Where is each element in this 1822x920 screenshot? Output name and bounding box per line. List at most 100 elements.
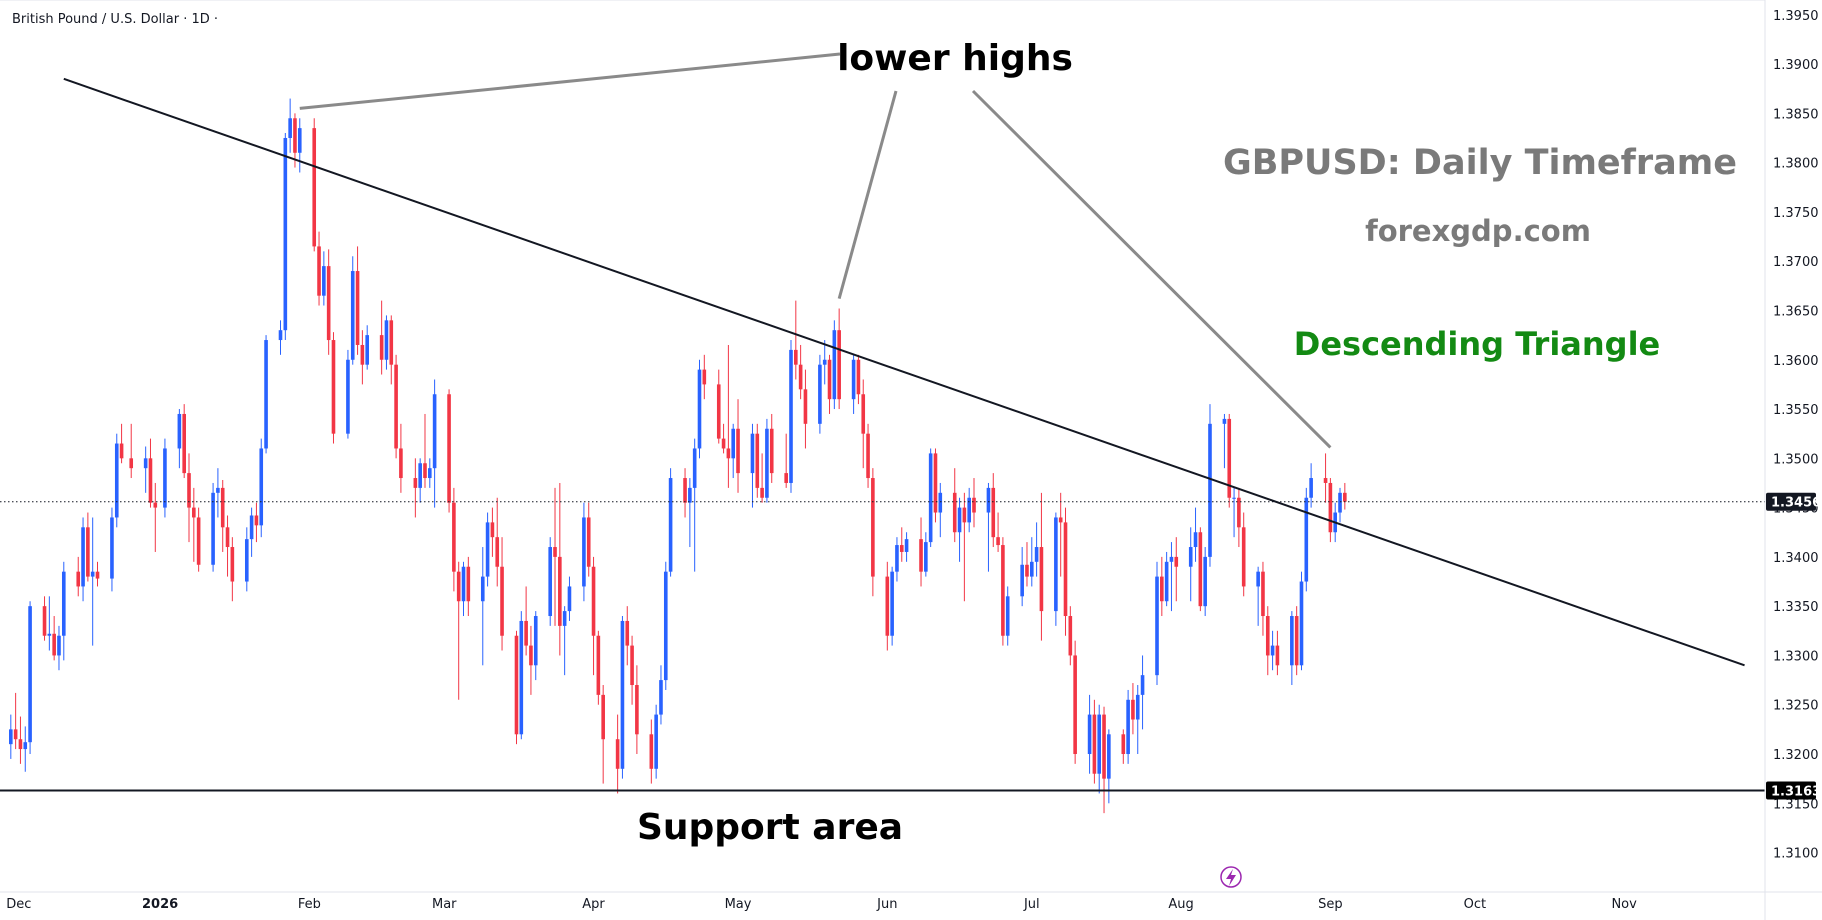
candle [331, 332, 336, 444]
price-tick-label: 1.3200 [1773, 748, 1819, 763]
candle [991, 473, 996, 548]
candle-body [1198, 532, 1203, 607]
candle-body [480, 576, 485, 602]
candle [1232, 487, 1236, 538]
candle [187, 453, 191, 543]
candle [1005, 586, 1010, 646]
candle-body [1087, 714, 1092, 755]
candle [928, 448, 933, 548]
descending-trendline[interactable] [63, 77, 1745, 667]
last-price-tag-bg [1766, 492, 1816, 511]
candle [635, 665, 639, 755]
candle [225, 515, 230, 577]
candle [1294, 606, 1299, 676]
candle-body [1029, 561, 1034, 577]
candle-body [519, 620, 524, 735]
candle-body [293, 118, 297, 153]
candle-body [726, 448, 731, 459]
candle [28, 601, 32, 755]
candle-body [1155, 576, 1159, 676]
candle [851, 354, 856, 414]
candle [466, 556, 471, 617]
candle [9, 714, 13, 759]
candle-body [264, 340, 268, 449]
last-price-tag-text: 1.3456 [1771, 496, 1821, 511]
candle-body [461, 566, 466, 602]
lightning-icon[interactable] [1220, 866, 1242, 888]
candle [1237, 487, 1241, 548]
price-tick-label: 1.3150 [1773, 797, 1819, 812]
candle [1265, 606, 1270, 676]
candle-body [962, 507, 967, 523]
candle-body [81, 527, 85, 587]
candle-body [558, 556, 562, 626]
price-tick-label: 1.3800 [1773, 157, 1819, 172]
candle [297, 118, 302, 173]
candle-body [466, 566, 471, 602]
price-axis[interactable]: 1.3100 1.3150 1.3200 1.3250 1.3300 1.3350 1.34… [1764, 0, 1821, 920]
candle-body [1237, 497, 1241, 528]
candle-body [322, 266, 326, 296]
candle-body [798, 364, 803, 390]
candle [427, 458, 432, 488]
support-price-tag-bg [1766, 781, 1816, 800]
candle-body [967, 497, 971, 523]
candle [76, 556, 81, 597]
candle [254, 502, 259, 543]
candle [514, 630, 519, 745]
candle-body [211, 492, 215, 565]
candle-body [567, 586, 572, 612]
time-tick-label: Feb [298, 897, 321, 912]
candle-body [765, 428, 769, 498]
candle [620, 616, 625, 779]
candle [1097, 704, 1102, 794]
candle-body [1073, 655, 1077, 755]
candle-body [259, 448, 264, 526]
time-tick-label: 2026 [142, 897, 178, 912]
candle-body [562, 611, 567, 626]
candle-body [899, 545, 904, 552]
time-tick-label: Jun [876, 897, 897, 912]
candle-body [177, 413, 182, 449]
time-axis-ticks: Dec 2026 Feb Mar Apr May Jun Jul Aug Sep Oct Nov [6, 897, 1637, 912]
candle [129, 423, 134, 479]
candle [1121, 729, 1126, 764]
candle [986, 482, 991, 572]
candle [1102, 706, 1106, 814]
candle [1304, 487, 1309, 592]
candle [230, 537, 235, 602]
candle [1025, 542, 1029, 587]
candle [663, 561, 668, 690]
time-tick-label: Apr [582, 897, 605, 912]
candle [721, 423, 726, 454]
candle [1160, 556, 1164, 617]
candle-body [1034, 547, 1039, 562]
candle [1290, 611, 1294, 686]
candle [95, 561, 100, 587]
candle-body [827, 359, 832, 400]
candle [350, 256, 355, 365]
candle [81, 517, 85, 602]
candle [760, 453, 764, 503]
candle-body [851, 359, 856, 400]
candle [52, 616, 56, 661]
candle [596, 630, 601, 705]
candle [933, 448, 938, 523]
candle-body [447, 394, 451, 503]
candle-body [1135, 694, 1140, 720]
candle-body [192, 507, 196, 518]
candle-body [1005, 596, 1010, 636]
candle-body [832, 330, 837, 400]
overlays-group [0, 52, 1765, 792]
candle [856, 354, 861, 405]
candle-body [654, 714, 658, 769]
candle-body [769, 428, 774, 474]
candle [249, 507, 254, 557]
candle-body [736, 428, 740, 474]
candle [938, 482, 943, 538]
candle [1169, 542, 1174, 612]
candle-body [1193, 532, 1198, 548]
candle-body [668, 478, 673, 572]
time-axis[interactable]: Dec 2026 Feb Mar Apr May Jun Jul Aug Sep Oct Nov [0, 891, 1822, 912]
